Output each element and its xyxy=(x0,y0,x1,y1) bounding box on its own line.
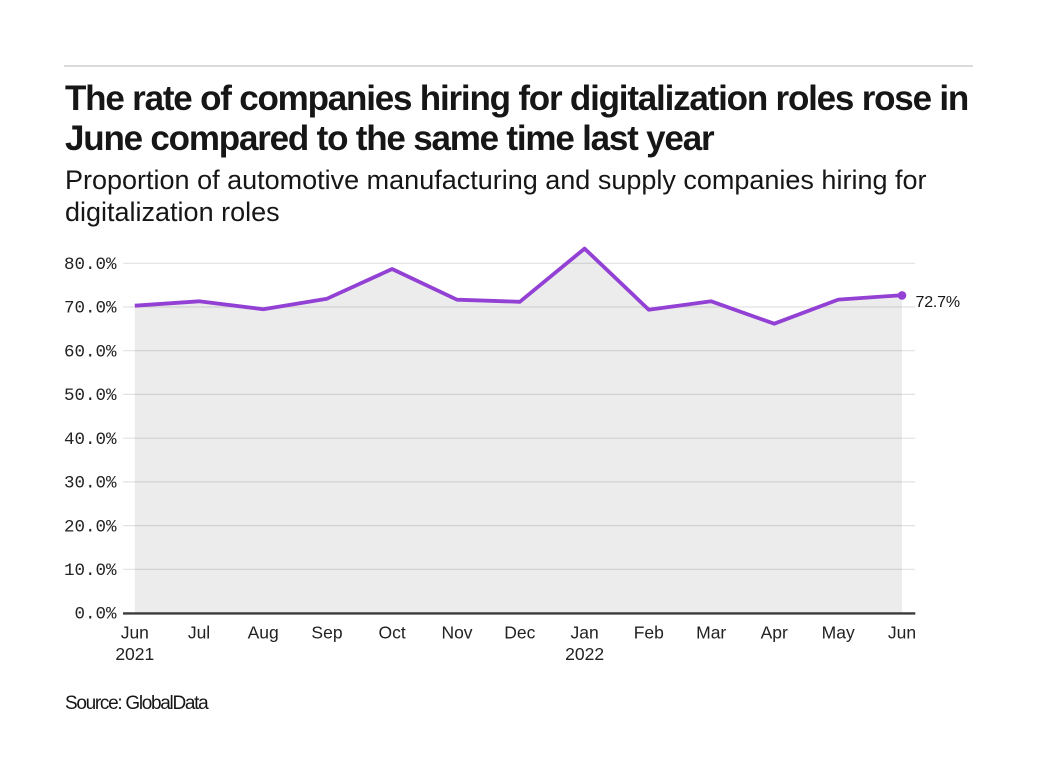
svg-text:Jul: Jul xyxy=(188,623,210,643)
svg-text:Jun: Jun xyxy=(888,623,916,643)
svg-text:Jun: Jun xyxy=(121,623,149,643)
svg-text:Aug: Aug xyxy=(248,623,279,643)
svg-text:Dec: Dec xyxy=(504,623,535,643)
svg-text:70.0%: 70.0% xyxy=(64,299,117,319)
svg-text:10.0%: 10.0% xyxy=(64,561,117,581)
svg-text:60.0%: 60.0% xyxy=(64,342,117,362)
svg-text:50.0%: 50.0% xyxy=(64,386,117,406)
svg-text:0.0%: 0.0% xyxy=(74,605,117,625)
svg-text:72.7%: 72.7% xyxy=(916,294,960,311)
svg-text:Sep: Sep xyxy=(311,623,342,643)
svg-text:Jan: Jan xyxy=(570,623,598,643)
svg-text:Apr: Apr xyxy=(761,623,788,643)
svg-text:Nov: Nov xyxy=(441,623,472,643)
svg-text:20.0%: 20.0% xyxy=(64,517,117,537)
svg-text:Feb: Feb xyxy=(634,623,664,643)
svg-text:2022: 2022 xyxy=(565,644,604,664)
svg-text:80.0%: 80.0% xyxy=(64,255,117,275)
svg-text:30.0%: 30.0% xyxy=(64,474,117,494)
svg-text:40.0%: 40.0% xyxy=(64,430,117,450)
svg-text:Mar: Mar xyxy=(696,623,726,643)
svg-text:2021: 2021 xyxy=(115,644,154,664)
svg-text:May: May xyxy=(822,623,855,643)
svg-text:Oct: Oct xyxy=(378,623,405,643)
